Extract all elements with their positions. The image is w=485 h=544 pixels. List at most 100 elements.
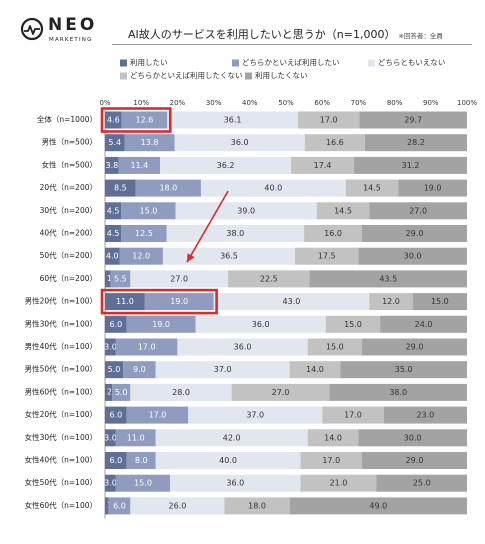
bar-segment — [228, 270, 310, 288]
bar-segment — [316, 202, 370, 220]
data-label: 15.0 — [134, 479, 152, 488]
bar-segment — [144, 293, 214, 311]
logo-subtext: MARKETING — [49, 37, 93, 43]
data-label: 4.0 — [106, 252, 119, 261]
bar-segment — [364, 134, 467, 152]
legend-label: どちらかといえば利用したい — [242, 57, 340, 67]
data-label: 9.0 — [133, 365, 146, 374]
data-label: 12.0 — [132, 252, 150, 261]
bar-segment — [362, 225, 467, 242]
bar-segment — [177, 338, 308, 356]
bar-segment — [105, 179, 136, 197]
data-label: 36.0 — [231, 138, 249, 147]
data-label: 42.0 — [223, 433, 241, 442]
bar-segment — [175, 202, 317, 220]
bar-segment — [130, 497, 225, 515]
data-label: 4.5 — [107, 229, 120, 238]
data-label: 15.0 — [326, 343, 344, 352]
data-label: 15.0 — [140, 206, 158, 215]
data-label: 18.0 — [159, 184, 177, 193]
data-label: 14.0 — [324, 433, 342, 442]
data-label: 36.0 — [234, 343, 252, 352]
data-label: 14.5 — [334, 206, 352, 215]
data-label: 5.4 — [108, 138, 121, 147]
data-label: 28.0 — [172, 388, 190, 397]
data-label: 11.0 — [127, 433, 145, 442]
data-label: 38.0 — [389, 388, 407, 397]
bar-segment — [304, 134, 365, 152]
legend-label: 利用したくない — [255, 70, 308, 80]
data-label: 12.5 — [135, 229, 153, 238]
bar-segment — [105, 474, 116, 492]
data-label: 39.0 — [237, 206, 255, 215]
data-label: 6.0 — [109, 411, 122, 420]
data-label: 8.5 — [114, 184, 127, 193]
data-label: 3.0 — [104, 433, 117, 442]
bar-segment — [369, 202, 467, 220]
category-label: 40代（n=200） — [40, 228, 97, 238]
x-tick-label: 50% — [278, 99, 294, 107]
bar-segment — [412, 293, 467, 311]
bar-segment — [121, 111, 168, 129]
data-label: 16.0 — [324, 229, 342, 238]
data-label: 27.0 — [272, 388, 290, 397]
data-label: 17.5 — [318, 252, 336, 261]
data-label: 35.0 — [395, 365, 413, 374]
legend-swatch — [368, 59, 375, 67]
bar-segment — [126, 406, 189, 424]
bar-segment — [105, 156, 119, 174]
data-label: 28.2 — [407, 138, 425, 147]
bar-segment — [162, 247, 296, 265]
data-label: 25.0 — [413, 479, 431, 488]
legend-swatch — [245, 72, 252, 80]
data-label: 16.6 — [326, 138, 344, 147]
bar-segment — [105, 497, 109, 515]
bar-segment — [121, 225, 167, 242]
bar-segment — [105, 225, 122, 242]
bar-segment — [325, 315, 381, 333]
data-label: 29.0 — [406, 343, 424, 352]
bar-segment — [213, 293, 370, 311]
data-label: 17.0 — [320, 116, 338, 125]
bar-segment — [309, 270, 467, 288]
data-label: 4.6 — [107, 116, 120, 125]
bar-segment — [383, 406, 467, 424]
bar-segment — [300, 474, 377, 492]
data-label: 24.0 — [415, 320, 433, 329]
data-label: 36.2 — [217, 161, 235, 170]
respondent-note: ※回答者：全員 — [398, 32, 443, 40]
data-label: 27.0 — [409, 206, 427, 215]
bar-segment — [224, 497, 290, 515]
bar-segment — [121, 202, 176, 220]
neo-marketing-logo: NEO MARKETING — [20, 14, 100, 48]
data-label: 17.0 — [322, 456, 340, 465]
data-label: 43.0 — [283, 297, 301, 306]
data-label: 18.0 — [248, 501, 266, 510]
data-label: 14.5 — [363, 184, 381, 193]
data-label: 26.0 — [168, 501, 186, 510]
bar-segment — [105, 452, 127, 469]
bar-segment — [174, 134, 305, 152]
data-label: 5.5 — [114, 274, 127, 283]
bar-segment — [110, 270, 131, 288]
data-label: 21.0 — [330, 479, 348, 488]
category-label: 男性（n=500） — [42, 137, 97, 147]
x-tick-label: 10% — [133, 99, 149, 107]
bar-segment — [126, 315, 196, 333]
data-label: 29.0 — [406, 456, 424, 465]
bar-segment — [369, 293, 413, 311]
bar-segment — [126, 452, 156, 469]
data-label: 5.0 — [115, 388, 128, 397]
data-label: 17.4 — [314, 161, 332, 170]
bar-segment — [322, 406, 384, 424]
bar-segment — [105, 293, 145, 311]
data-label: 17.0 — [149, 411, 167, 420]
bar-segment — [170, 474, 301, 492]
bar-segment — [359, 111, 467, 129]
bar-segment — [105, 202, 122, 220]
data-label: 37.0 — [214, 365, 232, 374]
title-divider — [112, 44, 472, 45]
bar-segment — [118, 156, 161, 174]
data-label: 49.0 — [369, 501, 387, 510]
